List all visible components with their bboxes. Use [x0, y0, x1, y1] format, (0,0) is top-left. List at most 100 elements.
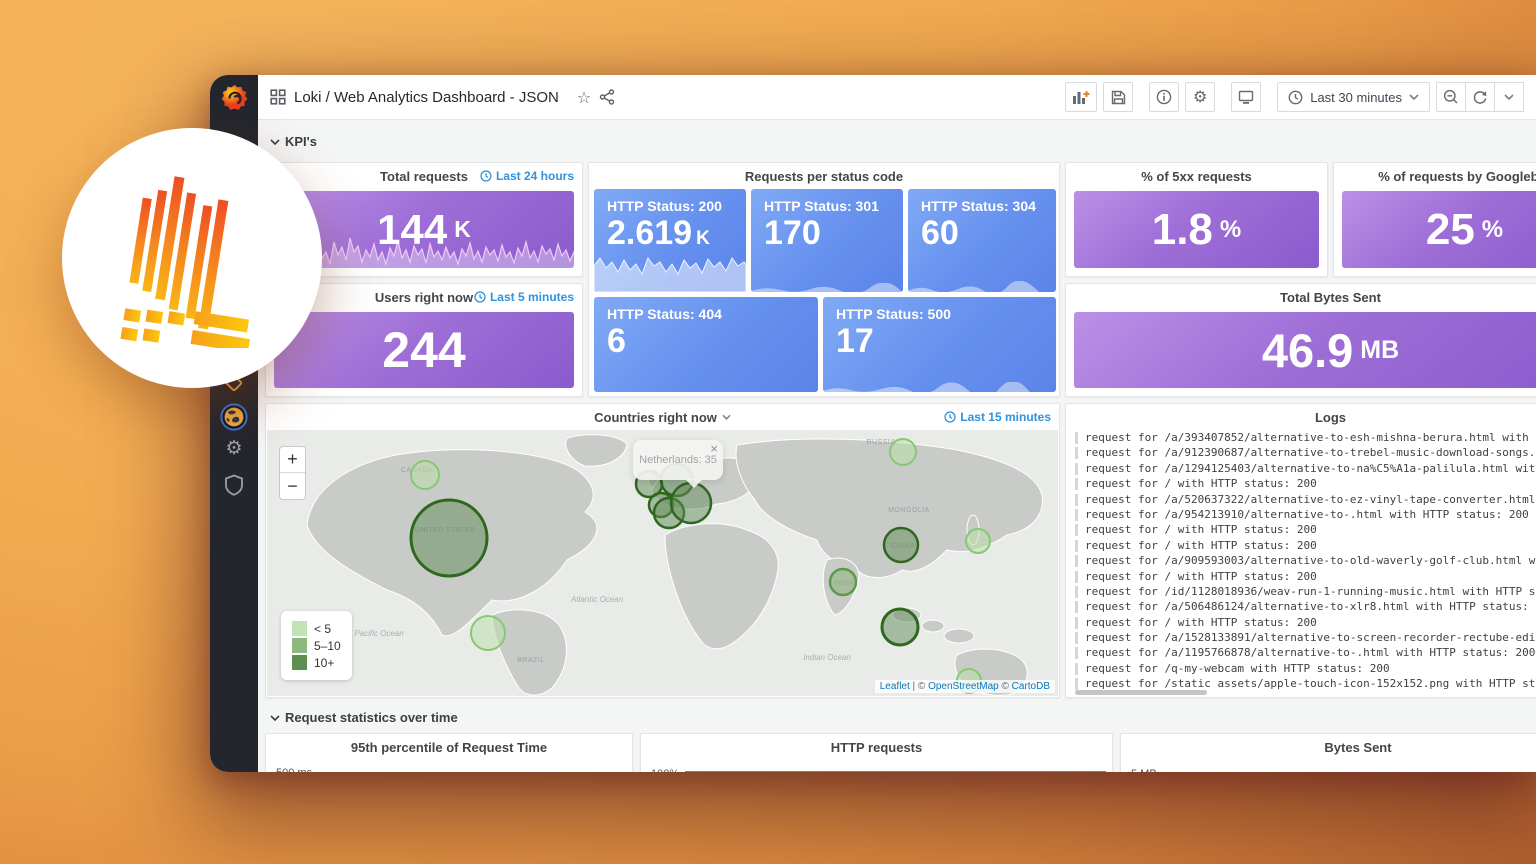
y-axis-tick: 100%	[651, 768, 679, 772]
log-line: request for /a/912390687/alternative-to-…	[1075, 447, 1536, 460]
total-requests-stat: 144 K	[274, 191, 574, 268]
map-bubble-ecuador[interactable]	[470, 615, 506, 651]
log-line: request for / with HTTP status: 200	[1075, 524, 1536, 537]
map-bubble-us[interactable]	[409, 498, 489, 578]
leaflet-link[interactable]: Leaflet	[879, 681, 910, 692]
map-bubble-russia[interactable]	[889, 438, 917, 466]
section-kpis[interactable]: KPI's	[270, 134, 317, 149]
dashboard-topbar: Loki / Web Analytics Dashboard - JSON ☆	[258, 75, 1536, 120]
worldmap-icon[interactable]	[210, 403, 258, 431]
panel-title[interactable]: Bytes Sent	[1324, 739, 1392, 755]
shield-icon[interactable]	[210, 474, 258, 496]
log-line: request for /id/1128018936/weav-run-1-ru…	[1075, 585, 1536, 598]
y-axis-tick: 500 ms	[276, 767, 312, 772]
section-request-stats-label: Request statistics over time	[285, 710, 458, 725]
map-bubble-germany[interactable]	[669, 481, 713, 525]
map-zoom-out-button[interactable]: −	[287, 475, 298, 496]
status-500-tile: HTTP Status: 500 17	[823, 297, 1056, 392]
section-collapse-icon	[270, 714, 280, 721]
dashboard-settings-button[interactable]: ⚙	[1185, 82, 1216, 112]
map-bubble-indonesia[interactable]	[880, 607, 920, 647]
grafana-logo-icon[interactable]	[210, 84, 258, 111]
total-bytes-stat: 46.9 MB	[1074, 312, 1536, 388]
panel-title[interactable]: Countries right now	[594, 410, 731, 425]
clock-icon	[474, 291, 486, 303]
status-404-tile: HTTP Status: 404 6	[594, 297, 818, 392]
favorite-star-icon[interactable]: ☆	[576, 87, 592, 107]
clock-icon	[944, 411, 956, 423]
map-legend: < 5 5–10 10+	[281, 611, 352, 680]
time-link-last-24-hours[interactable]: Last 24 hours	[480, 169, 574, 183]
log-line: request for /a/520637322/alternative-to-…	[1075, 493, 1536, 506]
time-controls-group	[1436, 82, 1524, 112]
time-link-last-15-minutes[interactable]: Last 15 minutes	[944, 410, 1051, 424]
section-request-stats[interactable]: Request statistics over time	[270, 710, 458, 725]
loki-logo	[120, 176, 251, 348]
log-line: request for /a/1528133891/alternative-to…	[1075, 632, 1536, 645]
panel-users-right-now: Users right now Last 5 minutes 244	[265, 283, 583, 397]
map-label-brazil: BRAZIL	[517, 657, 545, 664]
panel-title[interactable]: Requests per status code	[744, 168, 904, 184]
main-area: Loki / Web Analytics Dashboard - JSON ☆	[258, 75, 1536, 772]
osm-link[interactable]: OpenStreetMap	[928, 681, 999, 692]
panel-title[interactable]: Total requests	[380, 168, 468, 184]
panel-title[interactable]: % of 5xx requests	[1141, 168, 1252, 184]
logs-list[interactable]: request for /a/393407852/alternative-to-…	[1075, 432, 1536, 691]
add-panel-button[interactable]	[1065, 82, 1098, 112]
world-map[interactable]: CANADA UNITED STATES BRAZIL RUSSIA MONGO…	[267, 430, 1058, 696]
panel-menu-caret-icon	[722, 414, 731, 420]
tooltip-close-icon[interactable]: ×	[710, 441, 718, 456]
log-line: request for /a/1294125403/alternative-to…	[1075, 462, 1536, 475]
carto-link[interactable]: CartoDB	[1011, 681, 1050, 692]
map-bubble-india[interactable]	[828, 567, 858, 597]
loki-logo-badge	[62, 128, 322, 388]
legend-swatch-light	[292, 621, 307, 636]
log-line: request for / with HTTP status: 200	[1075, 478, 1536, 491]
refresh-button[interactable]	[1465, 82, 1495, 112]
zoom-out-time-button[interactable]	[1436, 82, 1466, 112]
panel-p95-request-time: 95th percentile of Request Time 500 ms	[265, 733, 633, 772]
save-dashboard-button[interactable]	[1103, 82, 1134, 112]
share-icon[interactable]	[599, 89, 615, 105]
status-304-tile: HTTP Status: 304 60	[908, 189, 1056, 292]
panel-title[interactable]: HTTP requests	[830, 739, 923, 755]
refresh-interval-dropdown[interactable]	[1494, 82, 1524, 112]
log-line: request for /q-my-webcam with HTTP statu…	[1075, 662, 1536, 675]
panel-title[interactable]: Total Bytes Sent	[1280, 289, 1381, 305]
log-line: request for /static assets/apple-touch-i…	[1075, 678, 1536, 691]
logs-horizontal-scrollbar[interactable]	[1075, 690, 1207, 695]
dashboards-grid-icon[interactable]	[270, 89, 286, 105]
panel-pct-googlebot: % of requests by Googlebot 25 %	[1333, 162, 1536, 277]
panel-title[interactable]: % of requests by Googlebot	[1378, 168, 1536, 184]
panel-title[interactable]: Logs	[1314, 409, 1347, 425]
map-bubble-japan[interactable]	[965, 528, 991, 554]
log-line: request for /a/393407852/alternative-to-…	[1075, 432, 1536, 444]
panel-status-codes: Requests per status code HTTP Status: 20…	[588, 162, 1060, 397]
map-label-russia: RUSSIA	[866, 439, 895, 446]
map-bubble-china[interactable]	[882, 526, 920, 564]
log-line: request for /a/954213910/alternative-to-…	[1075, 508, 1536, 521]
tv-mode-button[interactable]	[1231, 82, 1262, 112]
map-bubble-canada[interactable]	[410, 460, 440, 490]
panel-http-requests: HTTP requests 100%	[640, 733, 1113, 772]
map-label-indian: Indian Ocean	[803, 653, 851, 662]
users-stat: 244	[274, 312, 574, 388]
time-range-picker[interactable]: Last 30 minutes	[1277, 82, 1430, 112]
y-axis-tick: 5 MB	[1131, 768, 1157, 772]
log-line: request for / with HTTP status: 200	[1075, 570, 1536, 583]
map-label-atlantic: Atlantic Ocean	[570, 595, 624, 604]
map-zoom-in-button[interactable]: +	[280, 447, 305, 473]
dashboard-title[interactable]: Loki / Web Analytics Dashboard - JSON	[294, 88, 559, 106]
clock-icon	[480, 170, 492, 182]
panel-title[interactable]: 95th percentile of Request Time	[350, 739, 548, 755]
panel-title[interactable]: Users right now	[374, 289, 474, 305]
section-kpis-label: KPI's	[285, 134, 317, 149]
status-200-tile: HTTP Status: 200 2.619 K	[594, 189, 746, 292]
dashboard-info-button[interactable]	[1149, 82, 1180, 112]
legend-swatch-mid	[292, 638, 307, 653]
grafana-window: ⚙ Loki / Web Analytics Dashboard - JSON …	[210, 75, 1536, 772]
log-line: request for /a/1195766878/alternative-to…	[1075, 647, 1536, 660]
settings-gear-icon[interactable]: ⚙	[225, 437, 243, 459]
panel-logs: Logs request for /a/393407852/alternativ…	[1065, 403, 1536, 698]
time-link-last-5-minutes[interactable]: Last 5 minutes	[474, 290, 574, 304]
